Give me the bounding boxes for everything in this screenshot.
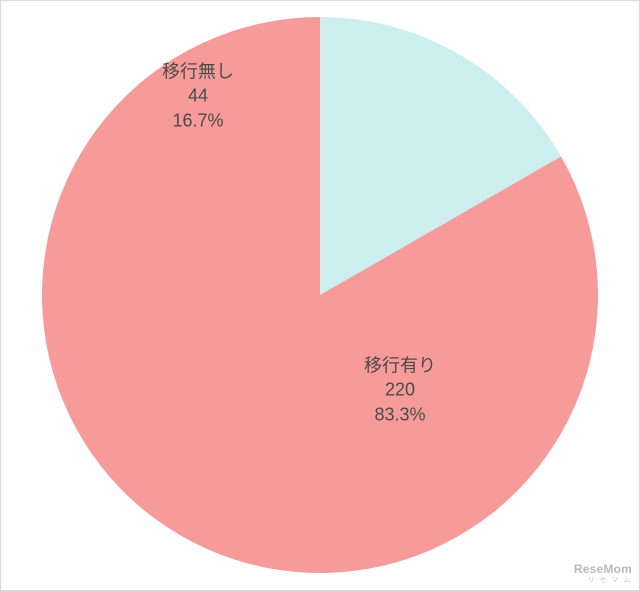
slice-pct-0: 16.7% bbox=[162, 108, 234, 132]
slice-name-1: 移行有り bbox=[364, 354, 436, 378]
slice-count-0: 44 bbox=[162, 84, 234, 108]
slice-count-1: 220 bbox=[364, 378, 436, 402]
watermark-sub: リ セ マ ム bbox=[574, 575, 632, 585]
watermark-main: ReseMom bbox=[574, 562, 632, 576]
slice-label-with-migration: 移行有り 220 83.3% bbox=[364, 354, 436, 427]
slice-pct-1: 83.3% bbox=[364, 402, 436, 426]
watermark: ReseMom リ セ マ ム bbox=[574, 562, 632, 585]
slice-name-0: 移行無し bbox=[162, 60, 234, 84]
pie-chart-svg bbox=[0, 0, 640, 591]
slice-label-no-migration: 移行無し 44 16.7% bbox=[162, 60, 234, 133]
pie-chart-container: 移行無し 44 16.7% 移行有り 220 83.3% bbox=[0, 0, 640, 591]
